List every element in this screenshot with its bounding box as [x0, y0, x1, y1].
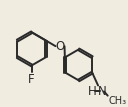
- Text: H: H: [88, 85, 97, 98]
- Text: N: N: [98, 85, 107, 98]
- Text: O: O: [55, 40, 65, 53]
- Text: F: F: [28, 73, 35, 86]
- Text: CH₃: CH₃: [108, 96, 126, 106]
